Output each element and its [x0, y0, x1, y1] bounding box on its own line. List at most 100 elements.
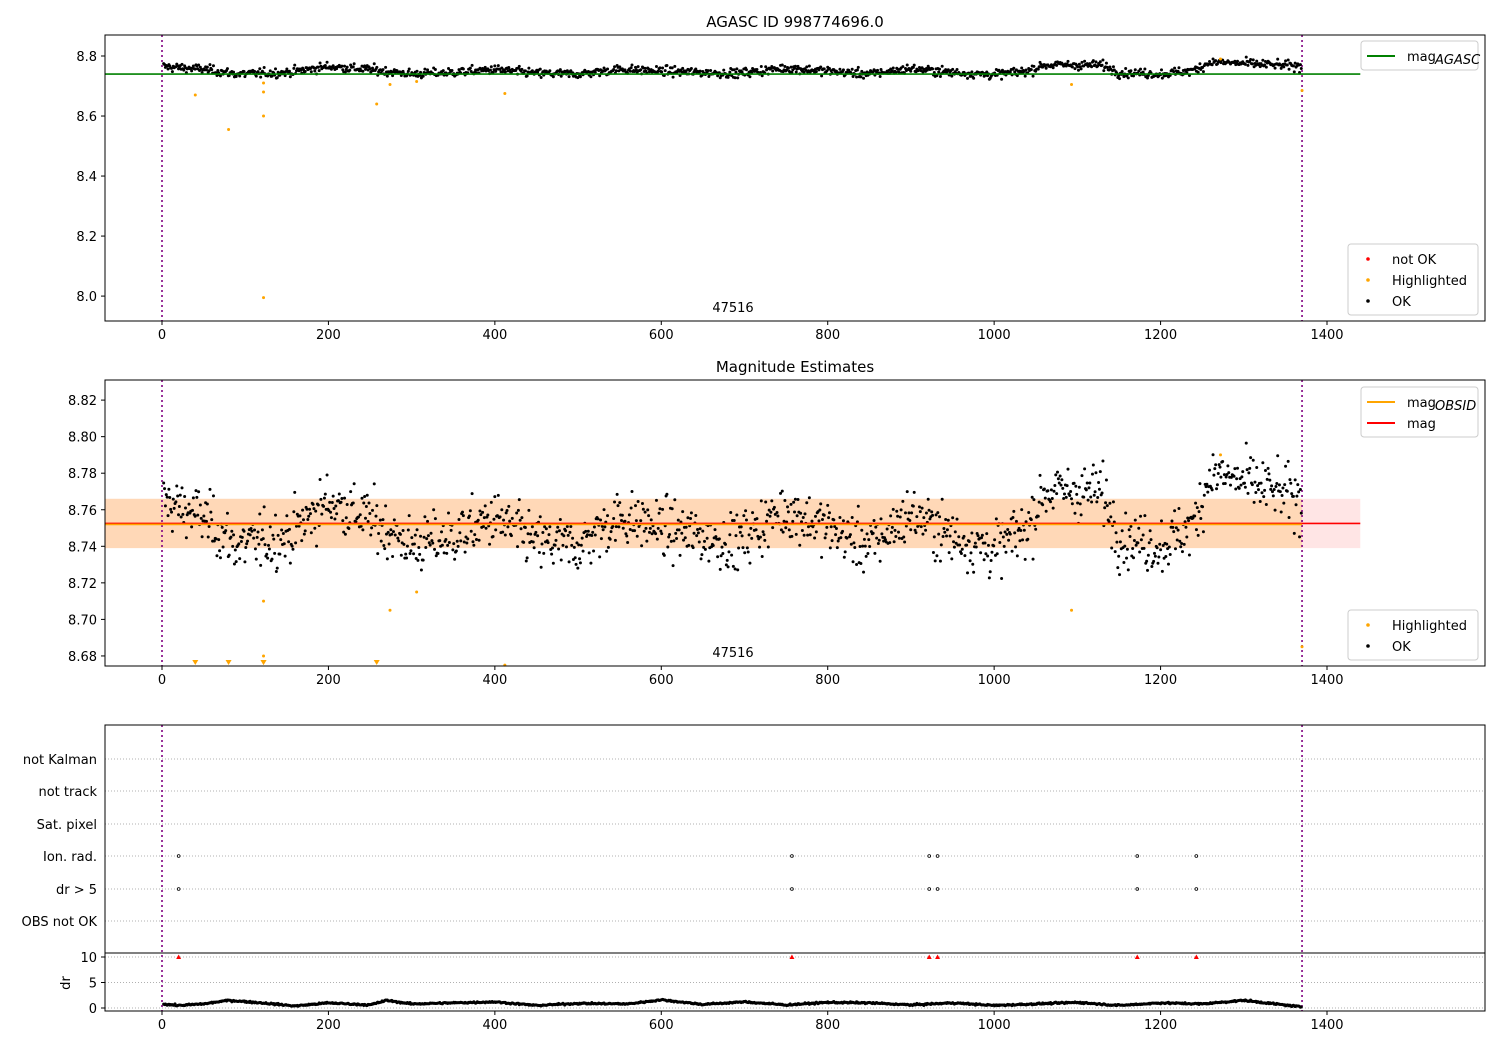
ok-point: [591, 530, 595, 534]
ok-point: [452, 542, 456, 546]
ok-point: [722, 68, 726, 72]
ok-point: [867, 538, 871, 542]
ok-point: [422, 535, 426, 539]
ok-point: [1182, 542, 1186, 546]
highlighted-offscale-marker: [260, 660, 267, 665]
x-tick-label: 0: [158, 328, 166, 343]
ok-point: [1293, 478, 1297, 482]
ok-point: [1032, 64, 1036, 68]
ok-point: [221, 545, 225, 549]
ok-point: [270, 557, 274, 561]
ok-point: [1026, 537, 1030, 541]
ok-point: [1172, 70, 1176, 74]
ok-point: [1061, 486, 1065, 490]
ok-point: [571, 536, 575, 540]
ok-point: [214, 537, 218, 541]
ok-point: [754, 528, 758, 532]
ok-point: [855, 68, 859, 72]
ok-point: [736, 568, 740, 572]
ok-point: [1263, 468, 1267, 472]
ok-point: [737, 546, 741, 550]
ok-point: [1241, 470, 1245, 474]
ok-point: [1153, 554, 1157, 558]
ok-point: [254, 557, 258, 561]
ok-point: [628, 69, 632, 73]
ok-point: [756, 534, 760, 538]
ok-point: [1001, 535, 1005, 539]
ok-point: [1285, 489, 1289, 493]
ok-point: [860, 528, 864, 532]
ok-point: [613, 65, 617, 69]
ok-point: [1292, 70, 1296, 74]
ok-point: [931, 551, 935, 555]
ok-point: [1183, 520, 1187, 524]
ok-point: [955, 68, 959, 72]
ok-point: [293, 490, 297, 494]
ok-point: [905, 490, 909, 494]
ok-point: [297, 524, 301, 528]
panel-title: AGASC ID 998774696.0: [706, 13, 884, 31]
ok-point: [759, 65, 763, 69]
ok-point: [903, 540, 907, 544]
ok-point: [276, 70, 280, 74]
ok-point: [993, 538, 997, 542]
ok-point: [1214, 463, 1218, 467]
ok-point: [1032, 498, 1036, 502]
ok-point: [1143, 67, 1147, 71]
ok-point: [574, 562, 578, 566]
ok-point: [697, 540, 701, 544]
ok-point: [242, 70, 246, 74]
ok-point: [615, 492, 619, 496]
ok-point: [1282, 65, 1286, 69]
ok-point: [1180, 542, 1184, 546]
ok-point: [819, 502, 823, 506]
ok-point: [793, 64, 797, 68]
ok-point: [205, 502, 209, 506]
ok-point: [205, 65, 209, 69]
ok-point: [556, 525, 560, 529]
ok-point: [621, 526, 625, 530]
flag-marker: [935, 854, 940, 858]
ok-point: [163, 504, 167, 508]
ok-point: [1198, 62, 1202, 66]
ok-point: [175, 484, 179, 488]
legend-label: OK: [1392, 640, 1411, 655]
ok-point: [434, 554, 438, 558]
ok-point: [190, 508, 194, 512]
ok-point: [169, 507, 173, 511]
ok-point: [896, 530, 900, 534]
ok-point: [735, 513, 739, 517]
ok-point: [378, 518, 382, 522]
ok-point: [569, 69, 573, 73]
ok-point: [1251, 58, 1255, 62]
ok-point: [667, 535, 671, 539]
ok-point: [245, 542, 249, 546]
ok-point: [391, 530, 395, 534]
ok-point: [1201, 70, 1205, 74]
ok-point: [1271, 494, 1275, 498]
ok-point: [650, 532, 654, 536]
ok-point: [1273, 66, 1277, 70]
ok-point: [409, 549, 413, 553]
ok-point: [516, 545, 520, 549]
ok-point: [174, 500, 178, 504]
ok-point: [775, 510, 779, 514]
ok-point: [1015, 554, 1019, 558]
ok-point: [659, 529, 663, 533]
ok-point: [822, 513, 826, 517]
ok-point: [457, 518, 461, 522]
ok-point: [858, 544, 862, 548]
ok-point: [1205, 482, 1209, 486]
ok-point: [609, 530, 613, 534]
ok-point: [1005, 532, 1009, 536]
ok-point: [294, 524, 298, 528]
ok-point: [1289, 481, 1293, 485]
ok-point: [200, 535, 204, 539]
ok-point: [599, 537, 603, 541]
ok-point: [1260, 491, 1264, 495]
ok-point: [820, 555, 824, 559]
ok-point: [1254, 491, 1258, 495]
ok-point: [853, 545, 857, 549]
ok-point: [352, 482, 356, 486]
ok-point: [586, 529, 590, 533]
